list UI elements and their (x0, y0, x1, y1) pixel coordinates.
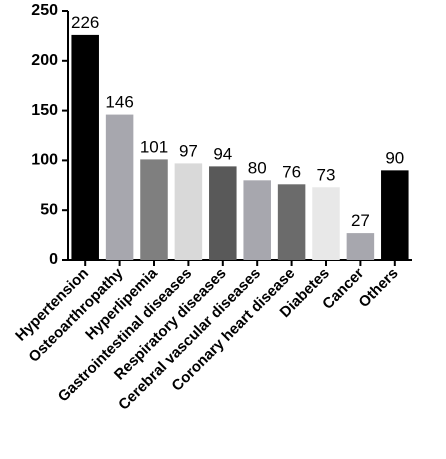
data-label: 226 (71, 13, 99, 32)
y-tick-label: 150 (31, 102, 58, 119)
data-label: 27 (351, 211, 370, 230)
x-tick-label: Others (355, 265, 401, 311)
bar (312, 187, 340, 260)
bar (174, 163, 203, 260)
data-label: 101 (140, 137, 168, 156)
bar (71, 34, 99, 261)
y-tick-label: 50 (40, 201, 58, 218)
bar (243, 180, 271, 260)
bar (105, 114, 134, 260)
bar (277, 184, 306, 260)
y-tick-label: 100 (31, 152, 58, 169)
data-label: 94 (213, 144, 232, 163)
bar (209, 166, 237, 260)
bar (381, 170, 409, 260)
y-tick-label: 200 (31, 52, 58, 69)
data-label: 146 (105, 93, 133, 112)
bar (140, 159, 168, 260)
bar (346, 233, 375, 260)
data-label: 73 (317, 165, 336, 184)
data-label: 90 (385, 148, 404, 167)
data-label: 76 (282, 162, 301, 181)
data-label: 97 (179, 141, 198, 160)
y-tick-label: 0 (49, 251, 58, 268)
y-tick-label: 250 (31, 2, 58, 19)
data-label: 80 (248, 158, 267, 177)
